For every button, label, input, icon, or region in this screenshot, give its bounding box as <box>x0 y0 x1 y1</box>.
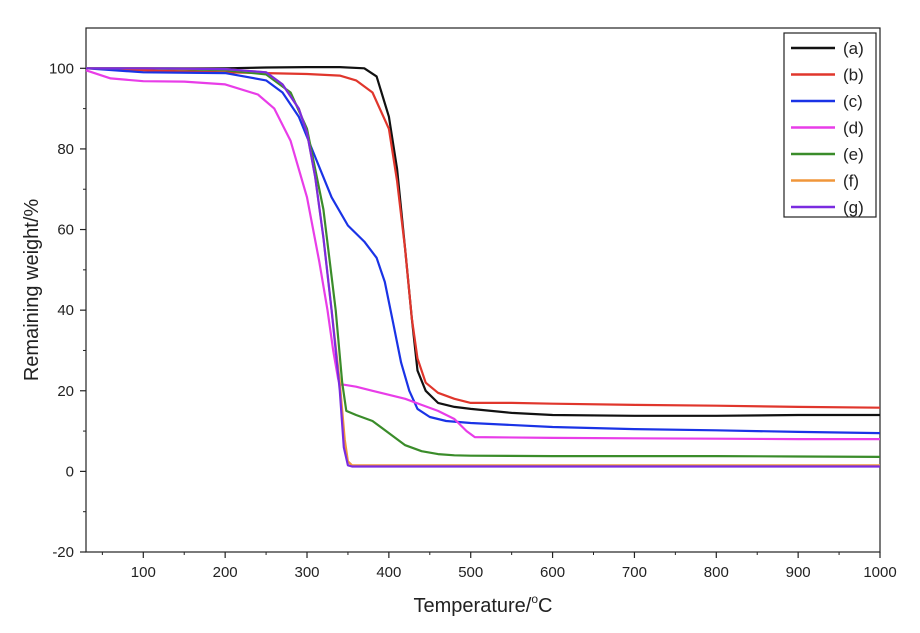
series-line-c <box>85 67 881 435</box>
plot-frame <box>85 27 881 553</box>
legend-label: (c) <box>843 92 863 111</box>
legend: (a) (b) (c) (d) (e) (f) (g) <box>783 32 877 218</box>
y-axis-ticks: -20 0 20 40 60 80 100 <box>49 60 86 561</box>
y-tick-label: 60 <box>57 222 74 239</box>
x-tick-label: 300 <box>294 564 319 581</box>
x-axis-title-main: Temperature/ <box>414 595 532 617</box>
legend-frame <box>783 32 877 218</box>
x-tick-label: 900 <box>786 564 811 581</box>
x-tick-label: 500 <box>458 564 483 581</box>
legend-label: (f) <box>843 172 859 191</box>
x-tick-label: 200 <box>213 564 238 581</box>
y-tick-label: 0 <box>66 463 74 480</box>
y-tick-label: -20 <box>52 544 74 561</box>
x-axis-ticks: 100 200 300 400 500 600 700 800 900 1000 <box>101 552 897 581</box>
legend-label: (e) <box>843 145 864 164</box>
x-axis-title-unit: C <box>538 595 552 617</box>
x-axis-title: Temperature/oC <box>414 592 553 617</box>
x-tick-label: 400 <box>376 564 401 581</box>
legend-label: (a) <box>843 39 864 58</box>
y-tick-label: 100 <box>49 60 74 77</box>
legend-label: (b) <box>843 66 864 85</box>
x-tick-label: 700 <box>622 564 647 581</box>
series-line-e <box>86 67 881 458</box>
series-line-b <box>85 67 881 409</box>
legend-label: (d) <box>843 119 864 138</box>
x-tick-label: 100 <box>131 564 156 581</box>
x-tick-label: 600 <box>540 564 565 581</box>
series-line-g <box>86 67 880 468</box>
y-tick-label: 20 <box>57 383 74 400</box>
x-tick-label: 1000 <box>863 564 896 581</box>
y-tick-label: 80 <box>57 141 74 158</box>
y-axis-title: Remaining weight/% <box>21 199 43 382</box>
x-tick-label: 800 <box>704 564 729 581</box>
y-tick-label: 40 <box>57 302 74 319</box>
x-axis-title-superscript: o <box>531 592 538 606</box>
series-line-d <box>85 69 880 441</box>
series-line-a <box>86 65 880 417</box>
series-layer <box>85 65 881 468</box>
legend-label: (g) <box>843 198 864 217</box>
